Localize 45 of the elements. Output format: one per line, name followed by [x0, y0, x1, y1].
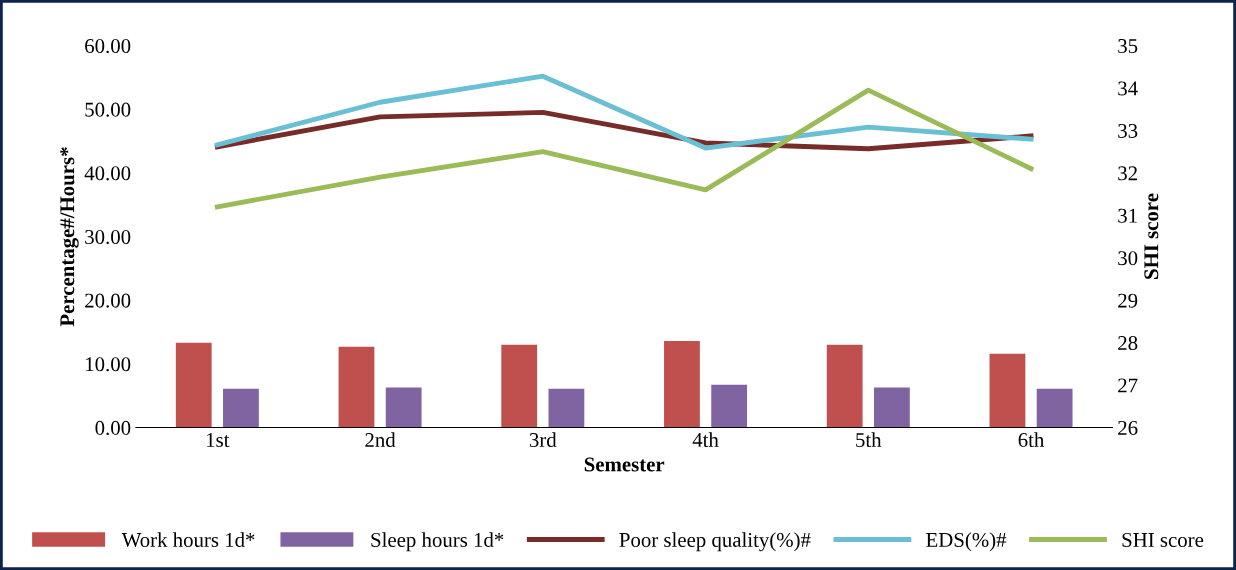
bar	[711, 384, 748, 428]
line-series	[214, 87, 1034, 210]
x-tick-label: 4th	[692, 432, 719, 448]
legend-label: Work hours 1d*	[121, 532, 255, 548]
x-tick-label: 3rd	[529, 432, 557, 448]
y2-tick-label: 31	[1118, 208, 1137, 223]
y-tick-label: 40.00	[84, 166, 131, 181]
x-tick-label: 5th	[856, 432, 882, 448]
y-tick-label: 20.00	[85, 293, 131, 308]
y-axis-title: Percentage#/Hours*	[60, 147, 79, 327]
y2-tick-label: 27	[1118, 378, 1138, 393]
legend-label: Sleep hours 1d*	[371, 532, 504, 552]
y-tick-label: 0.00	[95, 420, 131, 436]
y2-tick-label: 35	[1118, 39, 1138, 54]
bar	[338, 346, 375, 428]
x-axis-title: Semester	[584, 457, 665, 472]
x-tick-label: 2nd	[365, 432, 396, 448]
x-tick-label: 6th	[1018, 432, 1045, 448]
y-tick-label: 50.00	[85, 102, 131, 117]
y2-axis-title: SHI score	[1144, 193, 1159, 279]
y2-tick-label: 28	[1118, 336, 1138, 351]
bar	[989, 353, 1026, 428]
bar	[548, 388, 585, 428]
bar	[175, 342, 212, 428]
line-series	[214, 73, 1034, 151]
y2-tick-label: 29	[1118, 293, 1138, 308]
y-tick-label: 60.00	[85, 38, 131, 54]
legend-label: EDS(%)#	[926, 532, 1007, 552]
y-tick-label: 30.00	[85, 229, 131, 245]
bar	[223, 388, 259, 428]
y2-tick-label: 33	[1118, 123, 1138, 138]
bar	[826, 344, 863, 428]
bar	[1036, 388, 1073, 428]
y2-tick-label: 30	[1118, 251, 1138, 266]
y2-tick-label: 34	[1118, 81, 1138, 96]
bar	[501, 344, 538, 428]
bar	[873, 387, 910, 428]
y2-tick-label: 26	[1118, 420, 1138, 435]
legend-label: Poor sleep quality(%)#	[619, 532, 811, 552]
bar	[664, 340, 700, 428]
y-tick-label: 10.00	[86, 357, 131, 372]
y2-tick-label: 32	[1118, 166, 1137, 181]
legend-label: SHI score	[1122, 532, 1204, 547]
x-tick-label: 1st	[207, 433, 230, 448]
bar	[385, 387, 422, 428]
